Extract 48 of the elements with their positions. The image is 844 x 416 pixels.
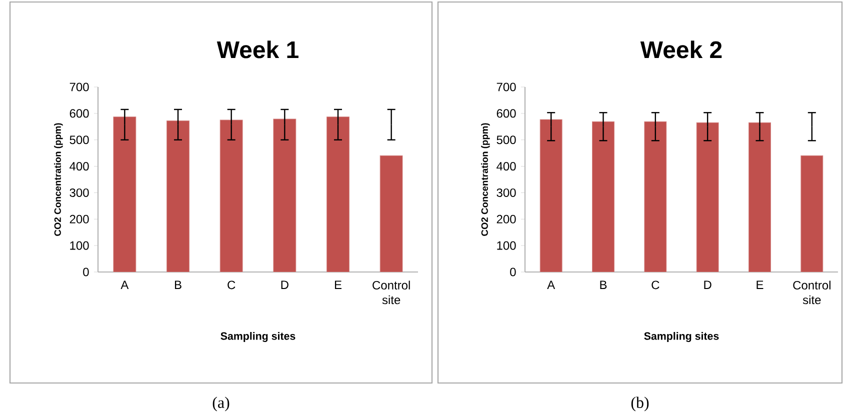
y-tick-label: 100 [70,241,89,250]
x-tick-label: C [228,280,236,290]
bar [380,155,403,272]
bar [644,121,667,272]
bar [540,119,562,272]
bar [696,122,719,272]
bar [748,122,771,272]
x-tick-label: B [600,280,607,289]
bar [592,121,614,272]
x-tick-label: C [652,280,660,290]
text: (a) [212,396,230,412]
y-tick-label: 600 [496,109,516,118]
x-tick-label: E [334,280,342,289]
chart-title: Week 2 [640,40,722,58]
chart-title: Week 1 [216,40,298,58]
y-tick-label: 0 [83,268,89,276]
y-tick-label: 400 [496,162,516,171]
bar [800,155,824,272]
text: (b) [631,396,649,412]
x-tick-label: A [547,280,556,289]
x-axis-title: Sampling sites [644,332,719,342]
y-tick-label: 500 [496,136,516,144]
y-tick-label: 100 [497,241,516,250]
x-axis-title: Sampling sites [220,332,296,342]
y-tick-label: 0 [510,268,516,276]
x-tick-label: Control site [372,280,410,304]
y-tick-label: 700 [496,82,516,92]
y-tick-label: 500 [70,136,89,144]
x-tick-label: Control site [793,280,830,304]
y-tick-label: 200 [70,214,89,224]
x-tick-label: E [756,280,764,289]
y-tick-label: 200 [496,214,516,224]
y-axis-title: CO2 Concentration (ppm) [54,123,63,236]
bar [166,120,190,272]
bar [273,118,296,272]
y-axis-title: CO2 Concentration (ppm) [481,123,490,236]
y-tick-label: 700 [70,82,89,92]
x-tick-label: A [120,280,129,289]
bar [220,120,243,272]
y-tick-label: 300 [70,188,89,197]
x-tick-label: D [281,280,288,289]
y-tick-label: 400 [70,162,89,171]
bar [326,116,350,272]
y-tick-label: 300 [496,188,516,197]
x-tick-label: D [704,280,712,289]
bar [113,116,136,272]
x-tick-label: B [174,280,182,289]
y-tick-label: 600 [70,109,89,118]
